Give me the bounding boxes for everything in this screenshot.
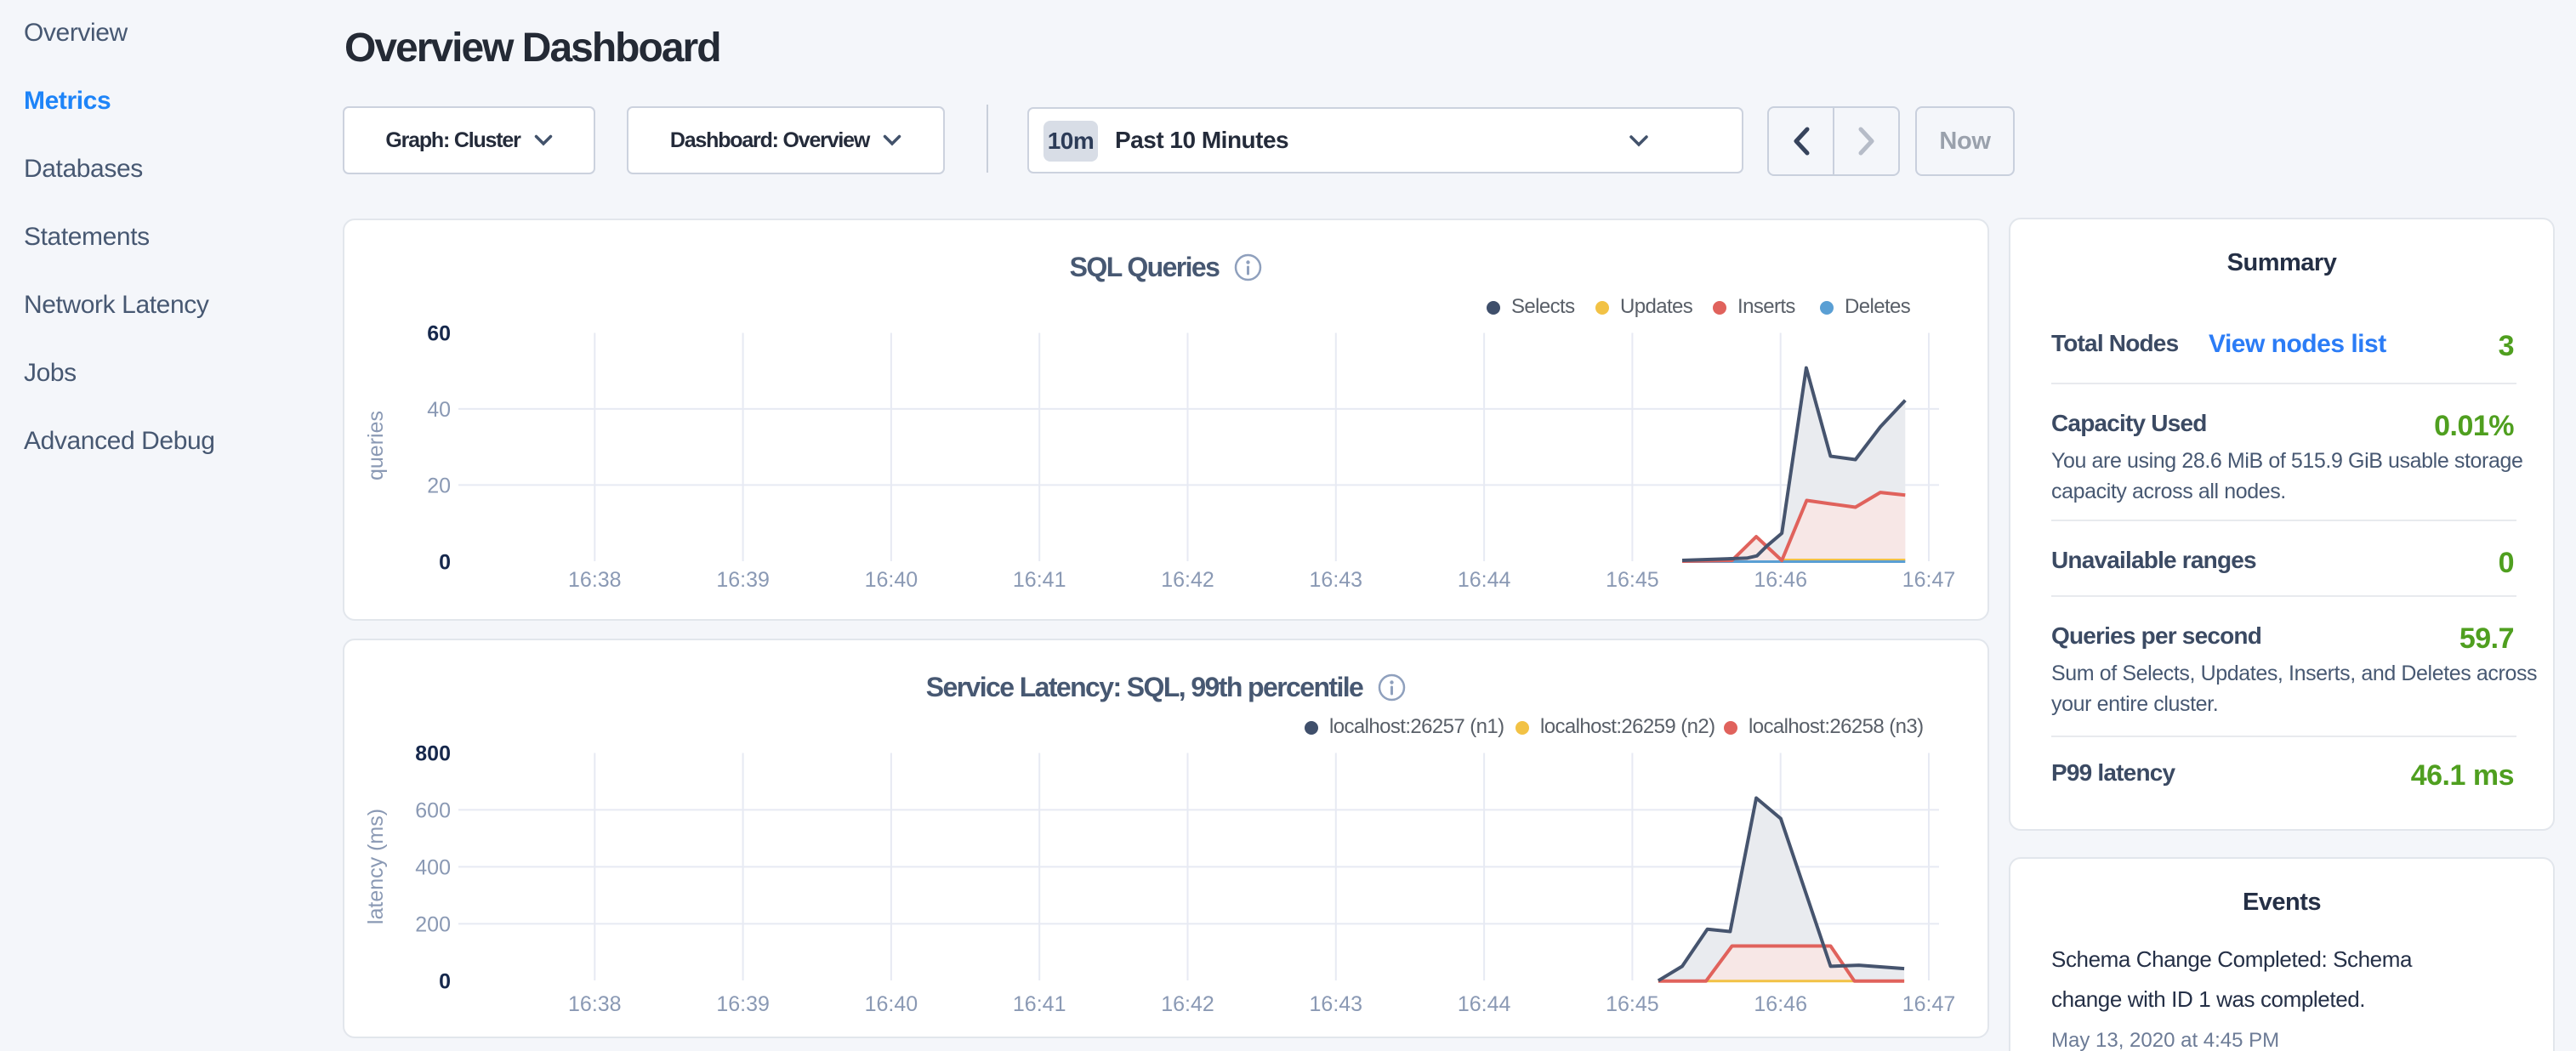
svg-text:16:42: 16:42 — [1161, 992, 1214, 1016]
svg-text:16:40: 16:40 — [865, 992, 918, 1016]
svg-text:16:45: 16:45 — [1606, 992, 1659, 1016]
svg-text:40: 40 — [427, 398, 451, 422]
svg-text:16:41: 16:41 — [1013, 992, 1066, 1016]
svg-text:16:47: 16:47 — [1902, 992, 1956, 1016]
svg-text:200: 200 — [415, 912, 451, 936]
svg-text:16:41: 16:41 — [1013, 568, 1066, 592]
svg-text:16:44: 16:44 — [1458, 568, 1511, 592]
svg-text:16:46: 16:46 — [1754, 992, 1807, 1016]
svg-text:16:44: 16:44 — [1458, 992, 1511, 1016]
svg-text:16:38: 16:38 — [568, 568, 622, 592]
svg-text:800: 800 — [415, 742, 451, 766]
svg-text:16:45: 16:45 — [1606, 568, 1659, 592]
svg-text:16:47: 16:47 — [1902, 568, 1956, 592]
svg-text:600: 600 — [415, 798, 451, 822]
svg-text:0: 0 — [439, 551, 451, 575]
svg-text:queries: queries — [364, 411, 388, 480]
svg-text:16:39: 16:39 — [716, 992, 770, 1016]
svg-text:16:39: 16:39 — [716, 568, 770, 592]
svg-text:20: 20 — [427, 474, 451, 498]
svg-text:16:43: 16:43 — [1310, 992, 1363, 1016]
svg-text:latency (ms): latency (ms) — [364, 809, 388, 924]
svg-text:16:40: 16:40 — [865, 568, 918, 592]
svg-text:60: 60 — [427, 322, 451, 346]
svg-text:16:43: 16:43 — [1310, 568, 1363, 592]
svg-text:16:42: 16:42 — [1161, 568, 1214, 592]
svg-text:16:38: 16:38 — [568, 992, 622, 1016]
svg-text:16:46: 16:46 — [1754, 568, 1807, 592]
svg-text:0: 0 — [439, 969, 451, 993]
svg-text:400: 400 — [415, 855, 451, 879]
